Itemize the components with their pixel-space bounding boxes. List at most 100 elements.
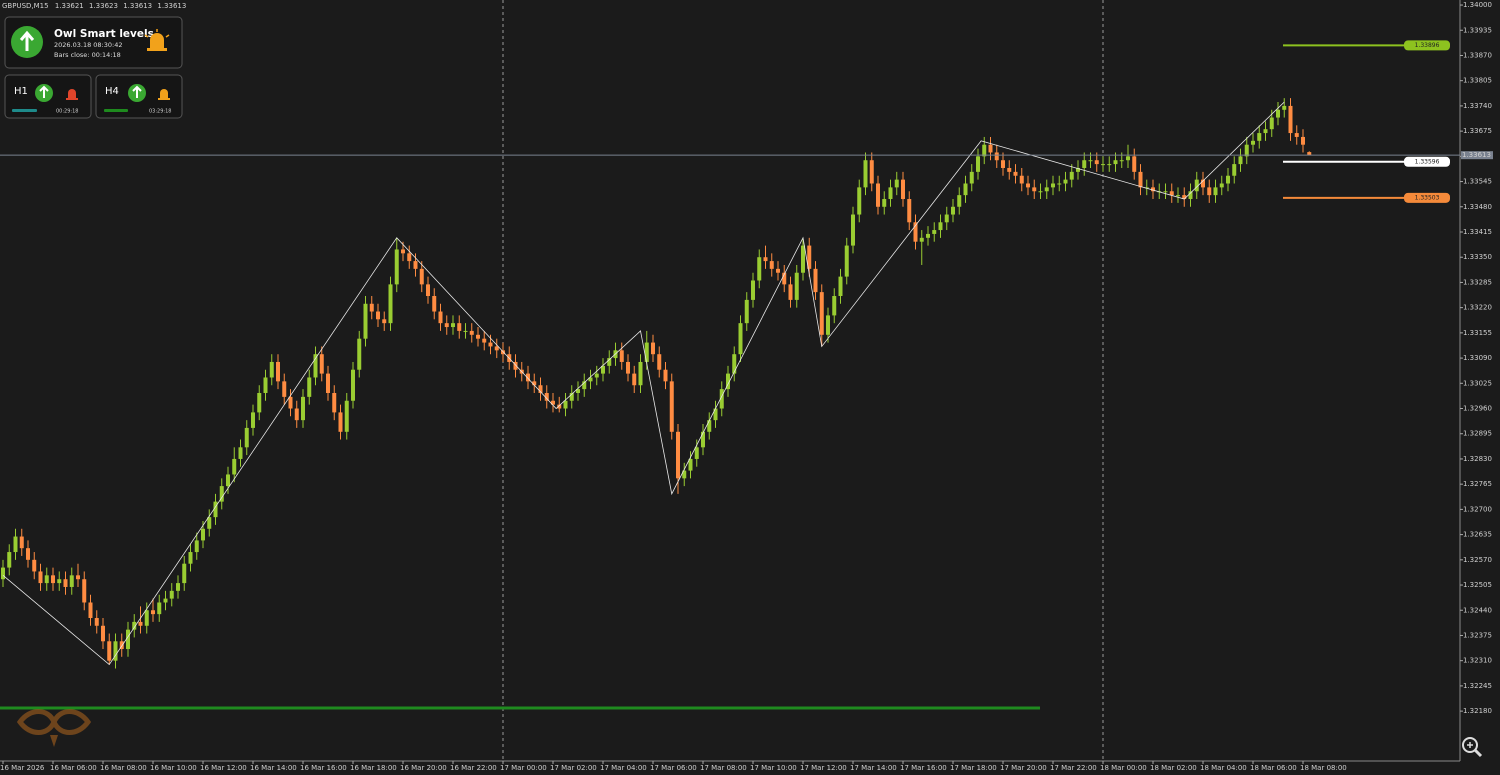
candle-body [726, 373, 730, 390]
candle-body [944, 214, 949, 223]
x-tick-label: 17 Mar 04:00 [600, 764, 647, 772]
candle-body [651, 342, 655, 355]
siren-icon [66, 89, 78, 100]
candle-body [688, 458, 693, 471]
candle-body [1094, 160, 1099, 165]
candle-body [401, 249, 405, 254]
tf-panel-h4: H4 03:29:18 [95, 74, 183, 119]
y-tick-label: 1.33545 [1463, 178, 1492, 186]
candle-body [251, 412, 255, 428]
candle-body [1188, 191, 1193, 200]
candle-body [844, 245, 849, 277]
candle-body [144, 610, 149, 626]
candle-body [788, 284, 793, 300]
candle-body [907, 199, 912, 223]
x-tick-label: 18 Mar 02:00 [1150, 764, 1197, 772]
level-label: 1.33596 [1415, 158, 1440, 165]
candle-body [1138, 171, 1143, 188]
candle-body [1057, 183, 1062, 185]
candle-body [1288, 105, 1293, 134]
candle-body [807, 245, 812, 269]
candle-body [132, 621, 137, 630]
candle-body [682, 470, 687, 479]
y-tick-label: 1.32245 [1463, 682, 1492, 690]
symbol: GBPUSD,M15 [2, 2, 49, 10]
tf-label: H1 [14, 86, 28, 97]
candle-body [457, 323, 462, 331]
candle-body [32, 559, 37, 572]
zigzag-line [2, 101, 1285, 666]
candle-body [732, 354, 737, 374]
candle-body [138, 621, 143, 626]
candle-body [394, 249, 399, 285]
candle-body [763, 257, 768, 262]
candle-body [426, 284, 430, 297]
owl-logo [16, 709, 92, 747]
candle-body [832, 296, 837, 316]
candle-body [982, 144, 987, 157]
candle-body [1226, 175, 1230, 184]
x-tick-label: 17 Mar 22:00 [1050, 764, 1097, 772]
candle-body [388, 284, 393, 324]
x-tick-label: 16 Mar 2026 [0, 764, 45, 772]
candle-body [126, 629, 130, 650]
candle-body [557, 404, 562, 409]
candle-body [244, 427, 249, 448]
candle-body [876, 183, 880, 207]
candle-body [738, 323, 743, 355]
candle-body [1082, 160, 1087, 168]
candle-body [538, 385, 543, 393]
candle-body [232, 458, 237, 475]
header-low: 1.33613 [123, 2, 152, 10]
candle-body [588, 377, 593, 382]
level-box [1404, 156, 1450, 167]
candle-body [326, 373, 330, 393]
candle-body [638, 361, 643, 386]
x-tick-label: 16 Mar 18:00 [350, 764, 397, 772]
candle-body [1176, 195, 1180, 197]
candle-body [513, 361, 518, 370]
candle-body [176, 583, 180, 591]
candle-body [19, 536, 24, 549]
candle-body [751, 280, 755, 300]
y-tick-label: 1.33805 [1463, 77, 1492, 85]
owl-panel: Owl Smart levels 2026.03.18 08:30:42 Bar… [4, 16, 183, 69]
x-tick-label: 16 Mar 22:00 [450, 764, 497, 772]
y-tick-label: 1.33870 [1463, 51, 1492, 59]
y-tick-label: 1.32635 [1463, 531, 1492, 539]
candle-body [576, 389, 580, 393]
x-tick-label: 17 Mar 14:00 [850, 764, 897, 772]
candle-body [1038, 191, 1043, 193]
candle-body [632, 373, 637, 386]
candle-body [238, 447, 243, 459]
candle-body [382, 319, 387, 324]
candle-body [757, 257, 762, 281]
candle-body [1088, 160, 1093, 162]
tf-timer: 03:29:18 [149, 109, 171, 115]
candle-body [313, 354, 318, 378]
candle-body [838, 276, 843, 297]
candle-body [1301, 136, 1305, 145]
candle-body [1119, 160, 1124, 162]
candle-body [813, 268, 818, 293]
candle-body [926, 233, 930, 238]
x-tick-label: 16 Mar 14:00 [250, 764, 297, 772]
candle-body [213, 501, 218, 518]
y-tick-label: 1.33740 [1463, 102, 1492, 110]
zoom-icon[interactable] [1462, 737, 1483, 758]
x-tick-label: 17 Mar 00:00 [500, 764, 547, 772]
y-tick-label: 1.32700 [1463, 505, 1492, 513]
candle-body [369, 303, 374, 312]
candle-body [344, 400, 349, 432]
candle-body [276, 361, 280, 382]
candle-body [469, 330, 474, 335]
candle-body [701, 431, 705, 448]
candle-body [76, 575, 80, 580]
candle-body [1207, 187, 1212, 196]
candle-body [863, 160, 868, 188]
candle-body [582, 381, 587, 390]
candle-body [744, 299, 749, 324]
candle-body [82, 579, 87, 603]
x-tick-label: 17 Mar 20:00 [1000, 764, 1047, 772]
